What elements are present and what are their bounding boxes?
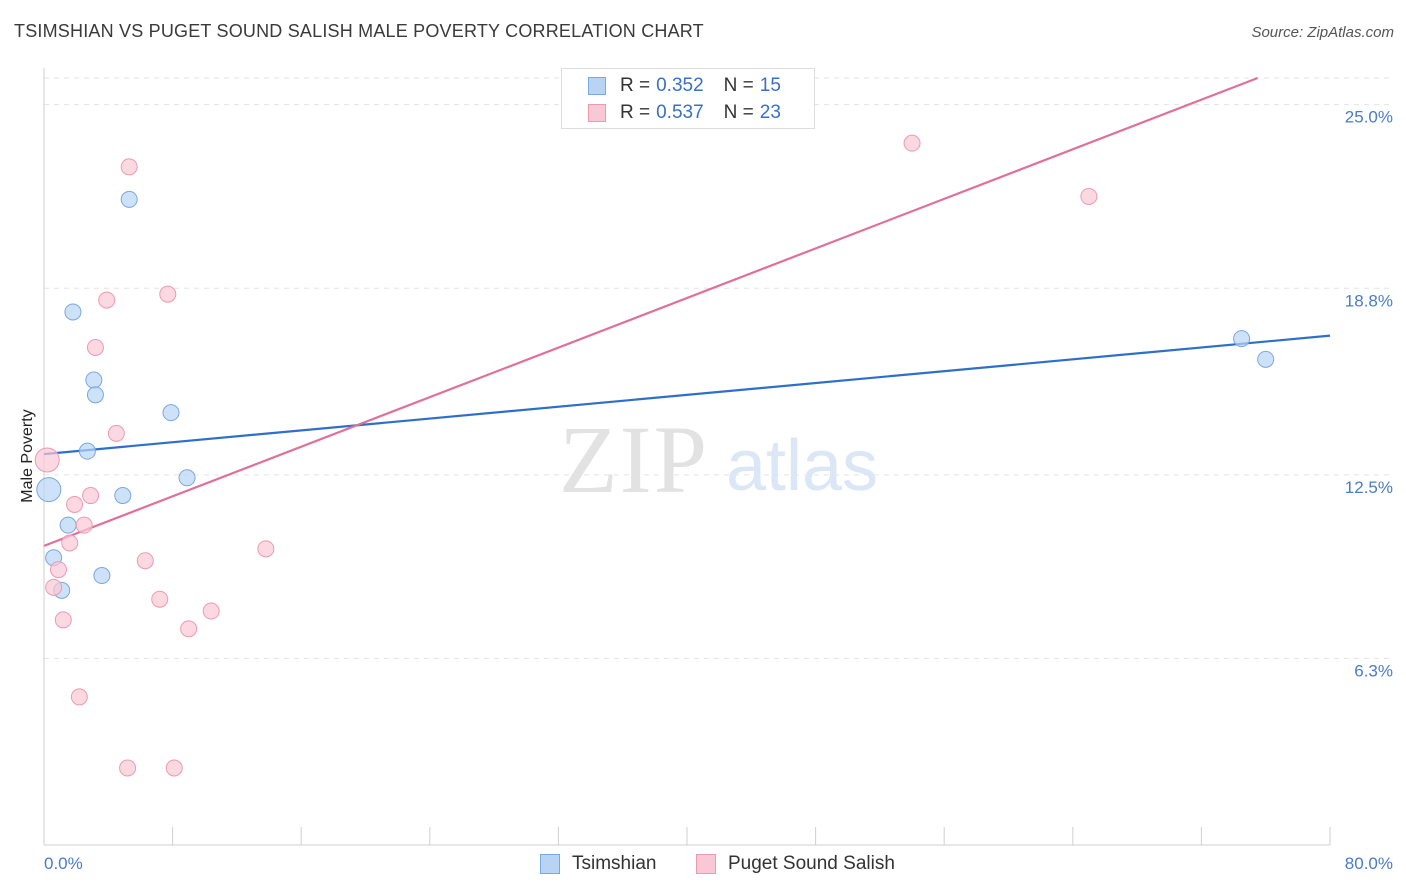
- point-puget-sound-salish: [70, 688, 88, 706]
- point-puget-sound-salish: [903, 134, 921, 152]
- watermark: ZIP atlas: [559, 406, 878, 513]
- y-tick-label: 18.8%: [1345, 291, 1393, 310]
- point-puget-sound-salish: [1080, 187, 1098, 205]
- point-tsimshian: [114, 487, 132, 505]
- point-puget-sound-salish: [98, 291, 116, 309]
- point-tsimshian: [162, 404, 180, 422]
- point-puget-sound-salish: [54, 611, 72, 629]
- series-legend-puget-sound-salish: Puget Sound Salish: [696, 851, 895, 877]
- point-puget-sound-salish: [151, 590, 169, 608]
- chart-title: TSIMSHIAN VS PUGET SOUND SALISH MALE POV…: [14, 21, 704, 41]
- tick-labels: 6.3% 12.5% 18.8% 25.0% 0.0% 80.0%: [44, 108, 1393, 873]
- legend-row-tsimshian: R = 0.352 N = 15: [588, 74, 781, 98]
- y-tick-label: 12.5%: [1345, 478, 1393, 497]
- x-tick-label-min: 0.0%: [44, 854, 83, 873]
- point-puget-sound-salish: [159, 285, 177, 303]
- legend-n-value: 23: [759, 102, 781, 123]
- x-tick-label-max: 80.0%: [1345, 854, 1393, 873]
- grid-lines: [44, 77, 1392, 659]
- point-tsimshian: [64, 303, 82, 321]
- legend-r-value: 0.537: [656, 102, 704, 123]
- point-puget-sound-salish: [86, 338, 104, 356]
- series-label-puget-sound-salish: Puget Sound Salish: [728, 853, 895, 874]
- y-axis-label: Male Poverty: [19, 409, 36, 503]
- legend-n-value: 15: [759, 75, 781, 96]
- point-tsimshian: [86, 386, 104, 404]
- point-tsimshian: [85, 371, 103, 389]
- point-puget-sound-salish: [49, 561, 67, 579]
- correlation-legend: R = 0.352 N = 15 R = 0.537 N = 23: [561, 68, 815, 129]
- point-tsimshian: [59, 516, 77, 534]
- legend-n-label: N =: [723, 75, 754, 96]
- series-label-tsimshian: Tsimshian: [572, 853, 657, 874]
- point-tsimshian: [78, 442, 96, 460]
- point-puget-sound-salish: [61, 534, 79, 552]
- point-puget-sound-salish: [45, 578, 63, 596]
- legend-swatch-puget-sound-salish: [588, 104, 606, 122]
- point-puget-sound-salish: [119, 759, 137, 777]
- point-tsimshian: [178, 469, 196, 487]
- legend-r-value: 0.352: [656, 75, 704, 96]
- series-legend-tsimshian: Tsimshian: [540, 851, 656, 877]
- point-puget-sound-salish: [257, 540, 275, 558]
- series-swatch-puget-sound-salish: [696, 854, 716, 874]
- y-tick-label: 6.3%: [1354, 661, 1393, 680]
- data-points: [34, 134, 1275, 777]
- point-puget-sound-salish: [202, 602, 220, 620]
- point-puget-sound-salish: [136, 552, 154, 570]
- legend-swatch-tsimshian: [588, 77, 606, 95]
- point-puget-sound-salish: [120, 158, 138, 176]
- point-puget-sound-salish: [66, 495, 84, 513]
- y-tick-label: 25.0%: [1345, 108, 1393, 127]
- point-tsimshian: [36, 477, 62, 503]
- point-puget-sound-salish: [82, 487, 100, 505]
- trend-lines: [43, 76, 1331, 547]
- point-puget-sound-salish: [34, 447, 60, 473]
- point-puget-sound-salish: [165, 759, 183, 777]
- legend-n-label: N =: [723, 102, 754, 123]
- legend-row-puget-sound-salish: R = 0.537 N = 23: [588, 101, 781, 125]
- point-puget-sound-salish: [107, 424, 125, 442]
- point-puget-sound-salish: [75, 516, 93, 534]
- point-puget-sound-salish: [180, 620, 198, 638]
- point-tsimshian: [120, 190, 138, 208]
- point-tsimshian: [93, 567, 111, 585]
- trend-line-tsimshian: [43, 334, 1331, 456]
- point-tsimshian: [1257, 350, 1275, 368]
- watermark-zip: ZIP: [559, 406, 709, 513]
- point-tsimshian: [1233, 330, 1251, 348]
- trend-line-puget-sound-salish: [43, 76, 1259, 547]
- source-label: Source: ZipAtlas.com: [1251, 24, 1394, 41]
- watermark-atlas: atlas: [726, 426, 878, 506]
- legend-r-label: R =: [620, 75, 651, 96]
- legend-r-label: R =: [620, 102, 651, 123]
- series-swatch-tsimshian: [540, 854, 560, 874]
